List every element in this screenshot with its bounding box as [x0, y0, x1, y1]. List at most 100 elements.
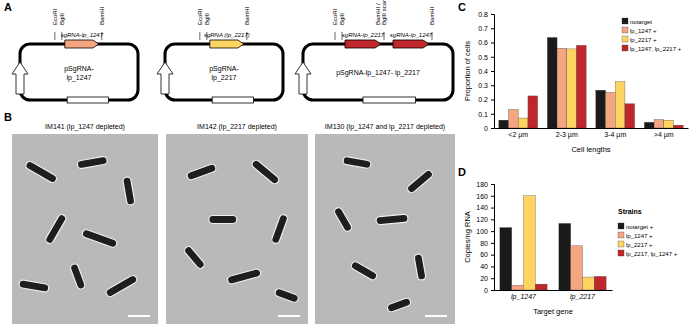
axis-line — [491, 185, 495, 291]
scale-bar — [128, 315, 150, 317]
scale-bar — [425, 315, 447, 317]
bar — [594, 276, 606, 290]
tick-label: 0.7 — [478, 25, 488, 32]
tick-mark — [491, 278, 494, 279]
legend-title: Strains — [618, 208, 642, 215]
tick-mark — [491, 128, 494, 129]
tick: 0.2 — [478, 96, 494, 103]
tick-mark — [491, 208, 494, 209]
tick-label: 0.8 — [478, 11, 488, 18]
insert-label: sgRNA (lp_2217) — [204, 32, 250, 38]
scale-bar — [278, 315, 300, 317]
cell — [44, 213, 67, 245]
site-label: BamHI — [429, 6, 435, 25]
bar — [654, 119, 664, 128]
tick-label: 20 — [480, 275, 488, 282]
tick: 160 — [476, 193, 494, 200]
bar — [576, 45, 586, 128]
tick-label: 0.5 — [478, 53, 488, 60]
cell — [386, 297, 411, 313]
y-axis: 020406080100120140160180 — [476, 181, 494, 294]
plasmid-name: pSgRNA- — [64, 65, 94, 73]
cell — [183, 245, 206, 270]
plasmid-name: pSgRNA-lp_1247- lp_2217 — [336, 69, 420, 77]
bar — [615, 82, 625, 128]
panel-label: B — [4, 111, 12, 123]
tick: 0.4 — [478, 68, 494, 75]
legend: Strainsnotarget +lp_1247 +lp_2217 +lp_22… — [618, 208, 678, 257]
backbone-arrow — [12, 62, 28, 94]
panel-label: A — [4, 1, 12, 13]
insert-label: sgRNA-lp_1247 — [390, 32, 433, 38]
tick-mark — [491, 43, 494, 44]
tick: 0 — [484, 125, 494, 132]
x-axis-title: Target gene — [533, 307, 573, 316]
panel-label: D — [458, 166, 466, 178]
backbone-element — [363, 97, 416, 103]
bars — [500, 196, 606, 290]
axis-line — [495, 128, 689, 129]
bar — [518, 118, 528, 128]
micrograph-field — [315, 134, 455, 324]
bar — [557, 48, 567, 128]
tick-label: 0.2 — [478, 96, 488, 103]
tick: 0.7 — [478, 25, 494, 32]
tick-label: 0 — [484, 287, 488, 294]
y-axis-title: Copies/ng RNA — [463, 211, 472, 263]
plasmid: sgRNA (lp_2217)EcoRIBglIIBamHIpSgRNA-lp_… — [157, 6, 283, 103]
site-label: EcoRI — [52, 8, 58, 25]
legend-swatch — [618, 241, 624, 247]
micrograph — [166, 134, 308, 324]
tick-mark — [491, 255, 494, 256]
legend-label: notarget + — [626, 224, 654, 230]
tick: <2 µm — [508, 128, 528, 139]
tick: 0.1 — [478, 110, 494, 117]
backbone-element — [212, 97, 253, 103]
bar — [509, 109, 519, 128]
x-axis: lp_1247lp_2217 — [495, 290, 613, 301]
tick: 3-4 µm — [604, 128, 626, 139]
tick-label: 120 — [476, 216, 488, 223]
tick-label: 0.1 — [478, 110, 488, 117]
figure: A B C DsgRNA-lp_1247 EcoRI BglII BamHI pSgRNA-l… — [0, 0, 691, 326]
panel-label: C — [458, 1, 466, 13]
tick-label: 180 — [476, 181, 488, 188]
micrograph — [12, 134, 158, 324]
site-label: BamHI / — [375, 3, 381, 25]
bars — [499, 38, 683, 128]
cell — [227, 268, 262, 285]
site-label: BglII — [339, 13, 345, 25]
site-tick — [61, 32, 62, 40]
cell — [333, 206, 353, 233]
tick: 0.5 — [478, 53, 494, 60]
tick-label: 140 — [476, 204, 488, 211]
legend-swatch — [618, 232, 624, 238]
cell — [271, 214, 289, 245]
micrograph-field — [166, 134, 308, 324]
micrograph-caption: IM142 (lp_2217 depleted) — [197, 123, 277, 131]
tick-label: 160 — [476, 193, 488, 200]
tick-mark — [491, 28, 494, 29]
cell — [24, 160, 57, 184]
legend-swatch — [618, 250, 624, 256]
plasmid-name: lp_2217 — [212, 74, 237, 82]
cell — [69, 263, 85, 290]
tick-mark — [491, 100, 494, 101]
legend-swatch — [618, 223, 624, 229]
cell — [81, 229, 118, 249]
micrograph-field — [12, 134, 158, 324]
cell — [414, 254, 426, 281]
tick-label: 0.6 — [478, 39, 488, 46]
cell — [274, 288, 299, 304]
tick-label: 0 — [484, 125, 488, 132]
tick-label: 2-3 µm — [556, 131, 578, 139]
tick: 140 — [476, 204, 494, 211]
x-axis-title: Cell lengths — [571, 145, 610, 154]
micrograph-caption: IM141 (lp_1247 depleted) — [45, 123, 125, 131]
legend-swatch — [622, 18, 628, 24]
tick: 100 — [476, 228, 494, 235]
site-label: EcoRI — [197, 8, 203, 25]
tick-mark — [491, 231, 494, 232]
axis-line — [495, 290, 613, 291]
tick: 0.8 — [478, 11, 494, 18]
